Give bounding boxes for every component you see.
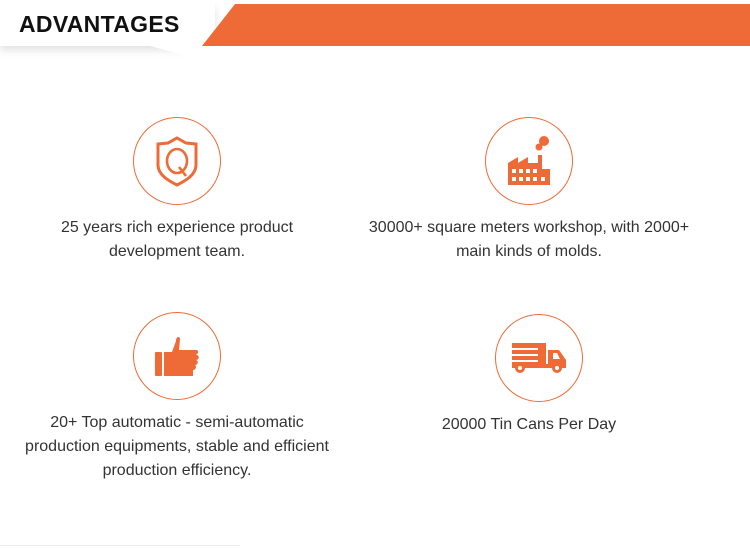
icon-circle bbox=[133, 117, 221, 205]
advantage-text: 20+ Top automatic - semi-automatic produ… bbox=[25, 414, 329, 479]
thumbs-up-icon bbox=[155, 336, 199, 376]
header-accent-bar bbox=[202, 4, 750, 46]
advantage-item: 30000+ square meters workshop, with 2000… bbox=[369, 117, 689, 264]
icon-circle bbox=[495, 314, 583, 402]
factory-icon bbox=[508, 136, 550, 185]
advantage-text: 25 years rich experience product develop… bbox=[60, 219, 294, 260]
icon-circle bbox=[485, 117, 573, 205]
advantage-text: 30000+ square meters workshop, with 2000… bbox=[368, 219, 690, 260]
advantage-item: 20000 Tin Cans Per Day bbox=[379, 314, 699, 437]
advantage-text: 20000 Tin Cans Per Day bbox=[441, 416, 617, 433]
icon-circle bbox=[133, 312, 221, 400]
divider bbox=[0, 545, 240, 546]
section-title: ADVANTAGES bbox=[19, 11, 180, 37]
advantage-item: 20+ Top automatic - semi-automatic produ… bbox=[17, 312, 337, 483]
section-header: ADVANTAGES bbox=[0, 4, 750, 46]
quality-shield-icon bbox=[156, 136, 198, 187]
delivery-truck-icon bbox=[512, 343, 566, 373]
advantage-item: 25 years rich experience product develop… bbox=[17, 117, 337, 264]
